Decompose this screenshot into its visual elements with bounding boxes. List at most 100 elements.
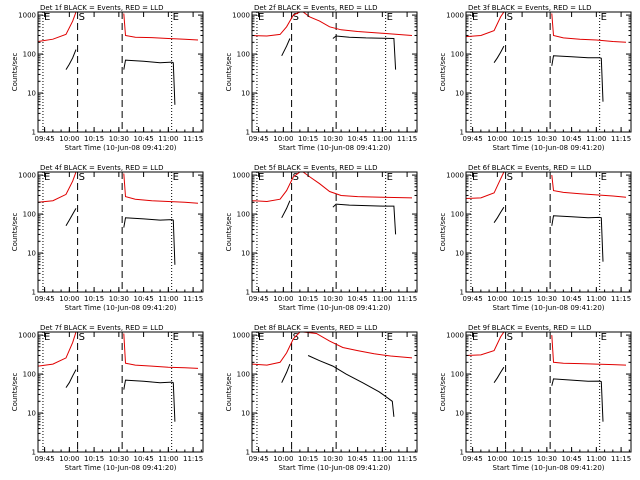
marker-label: S bbox=[293, 12, 299, 23]
y-tick-label: 100 bbox=[451, 211, 464, 219]
x-tick-label: 10:30 bbox=[323, 455, 343, 463]
panel-title: Det 9f BLACK = Events, RED = LLD bbox=[468, 324, 591, 332]
x-tick-label: 09:45 bbox=[35, 295, 55, 303]
panel-title: Det 8f BLACK = Events, RED = LLD bbox=[254, 324, 377, 332]
x-tick-label: 10:45 bbox=[134, 455, 154, 463]
events-series-line bbox=[332, 203, 397, 235]
lld-series-line bbox=[302, 172, 413, 199]
lld-series-line bbox=[466, 12, 505, 38]
x-axis-label: Start Time (10-Jun-08 09:41:20) bbox=[65, 144, 177, 152]
events-series-line bbox=[551, 215, 604, 262]
marker-label: E bbox=[44, 172, 50, 183]
events-series-line bbox=[493, 45, 505, 63]
y-tick-label: 1000 bbox=[18, 12, 36, 20]
marker-label: E bbox=[472, 332, 478, 343]
y-tick-label: 100 bbox=[237, 371, 250, 379]
y-tick-label: 1 bbox=[460, 289, 464, 297]
lld-series-line bbox=[252, 12, 304, 37]
x-tick-label: 10:00 bbox=[273, 295, 293, 303]
events-series-line bbox=[65, 369, 77, 388]
events-series-line bbox=[123, 379, 176, 422]
x-tick-label: 11:15 bbox=[183, 295, 203, 303]
x-axis-label: Start Time (10-Jun-08 09:41:20) bbox=[279, 464, 391, 472]
marker-label: S bbox=[79, 332, 85, 343]
marker-label: E bbox=[173, 172, 179, 183]
x-tick-label: 11:00 bbox=[158, 455, 178, 463]
events-series-line bbox=[281, 200, 291, 219]
marker-label: E bbox=[601, 12, 607, 23]
x-tick-label: 09:45 bbox=[249, 135, 269, 143]
plot-frame bbox=[37, 331, 204, 453]
y-tick-label: 1 bbox=[32, 129, 36, 137]
plot-frame bbox=[251, 11, 418, 133]
x-tick-label: 10:45 bbox=[348, 135, 368, 143]
plot-frame bbox=[465, 11, 632, 133]
y-tick-label: 1000 bbox=[446, 172, 464, 180]
y-tick-label: 1 bbox=[246, 449, 250, 457]
marker-label: E bbox=[472, 12, 478, 23]
x-tick-label: 09:45 bbox=[249, 295, 269, 303]
y-tick-label: 10 bbox=[27, 410, 36, 418]
x-tick-label: 10:00 bbox=[59, 455, 79, 463]
marker-label: E bbox=[601, 332, 607, 343]
y-tick-label: 10 bbox=[241, 410, 250, 418]
lld-series-line bbox=[302, 12, 413, 36]
x-tick-label: 11:00 bbox=[372, 295, 392, 303]
y-tick-label: 100 bbox=[451, 371, 464, 379]
x-tick-label: 11:00 bbox=[158, 135, 178, 143]
events-series-line bbox=[123, 59, 176, 105]
marker-label: E bbox=[44, 12, 50, 23]
marker-label: E bbox=[258, 172, 264, 183]
y-tick-label: 10 bbox=[27, 250, 36, 258]
y-axis-label: Counts/sec bbox=[225, 53, 233, 92]
x-tick-label: 09:45 bbox=[463, 135, 483, 143]
marker-label: E bbox=[258, 332, 264, 343]
x-tick-label: 10:45 bbox=[562, 455, 582, 463]
marker-label: S bbox=[79, 172, 85, 183]
lld-series-line bbox=[38, 12, 77, 42]
y-tick-label: 100 bbox=[237, 51, 250, 59]
marker-label: E bbox=[472, 172, 478, 183]
y-tick-label: 1 bbox=[460, 129, 464, 137]
events-series-line bbox=[493, 206, 505, 223]
lld-series-line bbox=[252, 332, 304, 366]
x-tick-label: 10:15 bbox=[512, 455, 532, 463]
x-tick-label: 10:15 bbox=[84, 135, 104, 143]
x-axis-label: Start Time (10-Jun-08 09:41:20) bbox=[493, 144, 605, 152]
x-tick-label: 11:15 bbox=[183, 135, 203, 143]
x-tick-label: 11:15 bbox=[611, 135, 631, 143]
x-tick-label: 10:15 bbox=[84, 295, 104, 303]
y-tick-label: 100 bbox=[451, 51, 464, 59]
y-axis-label: Counts/sec bbox=[225, 213, 233, 252]
events-series-line bbox=[281, 363, 291, 383]
marker-label: E bbox=[601, 172, 607, 183]
x-tick-label: 11:15 bbox=[611, 295, 631, 303]
y-tick-label: 1000 bbox=[232, 12, 250, 20]
panel-title: Det 1f BLACK = Events, RED = LLD bbox=[40, 4, 163, 12]
marker-label: E bbox=[387, 332, 393, 343]
y-tick-label: 100 bbox=[23, 211, 36, 219]
panel-title: Det 4f BLACK = Events, RED = LLD bbox=[40, 164, 163, 172]
events-series-line bbox=[281, 38, 291, 57]
x-tick-label: 10:30 bbox=[323, 295, 343, 303]
x-tick-label: 10:45 bbox=[348, 295, 368, 303]
lld-series-line bbox=[466, 332, 505, 356]
marker-label: E bbox=[258, 12, 264, 23]
x-tick-label: 11:00 bbox=[372, 135, 392, 143]
y-tick-label: 1 bbox=[32, 449, 36, 457]
marker-label: E bbox=[387, 12, 393, 23]
plot-frame bbox=[465, 331, 632, 453]
y-tick-label: 100 bbox=[237, 211, 250, 219]
y-tick-label: 10 bbox=[241, 90, 250, 98]
x-tick-label: 10:00 bbox=[273, 455, 293, 463]
y-tick-label: 10 bbox=[455, 90, 464, 98]
events-series-line bbox=[123, 217, 176, 265]
x-tick-label: 11:00 bbox=[158, 295, 178, 303]
y-tick-label: 1000 bbox=[232, 172, 250, 180]
x-axis-label: Start Time (10-Jun-08 09:41:20) bbox=[65, 464, 177, 472]
